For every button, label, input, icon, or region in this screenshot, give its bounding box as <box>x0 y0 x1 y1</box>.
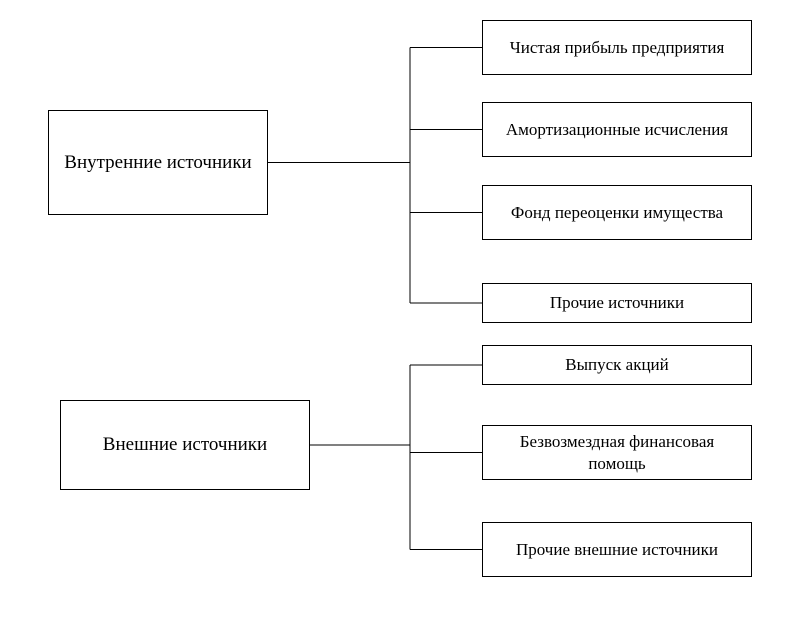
parent-node-external: Внешние источники <box>60 400 310 490</box>
parent-node-internal-label: Внутренние источники <box>64 151 251 175</box>
child-node-gratis-aid: Безвозмездная финансовая помощь <box>482 425 752 480</box>
child-node-revaluation-fund: Фонд переоценки имущества <box>482 185 752 240</box>
parent-node-external-label: Внешние источники <box>103 433 267 457</box>
child-node-label: Чистая прибыль предприятия <box>510 37 725 58</box>
child-node-amortization: Амортизационные исчисления <box>482 102 752 157</box>
parent-node-internal: Внутренние источники <box>48 110 268 215</box>
child-node-other-internal: Прочие источники <box>482 283 752 323</box>
child-node-label: Фонд переоценки имущества <box>511 202 723 223</box>
child-node-stock-issue: Выпуск акций <box>482 345 752 385</box>
diagram-canvas: Внутренние источники Внешние источники Ч… <box>0 0 799 630</box>
child-node-other-external: Прочие внешние источники <box>482 522 752 577</box>
child-node-label: Прочие внешние источники <box>516 539 718 560</box>
child-node-label: Прочие источники <box>550 292 684 313</box>
child-node-label: Выпуск акций <box>565 354 669 375</box>
child-node-net-profit: Чистая прибыль предприятия <box>482 20 752 75</box>
child-node-label: Амортизационные исчисления <box>506 119 728 140</box>
child-node-label: Безвозмездная финансовая помощь <box>491 431 743 474</box>
